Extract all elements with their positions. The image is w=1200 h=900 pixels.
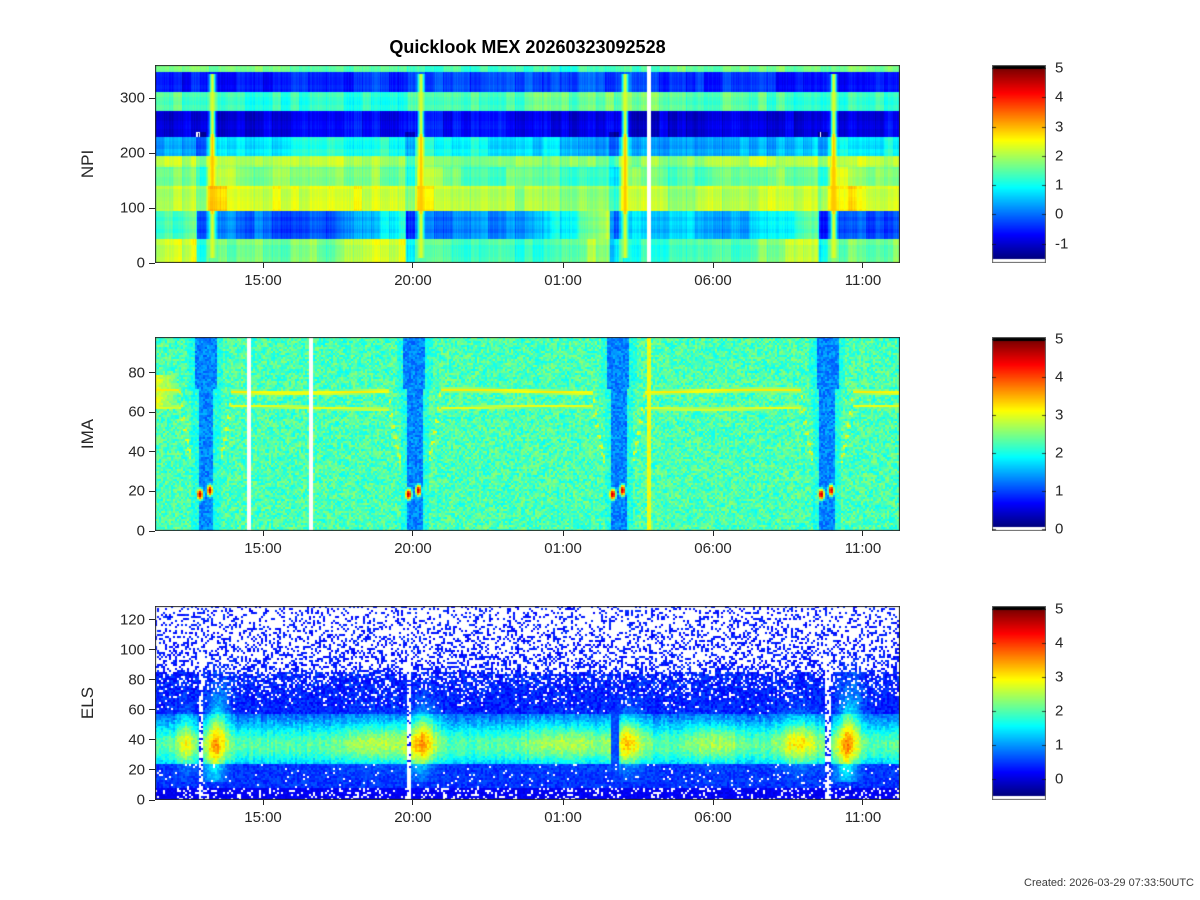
created-timestamp: Created: 2026-03-29 07:33:50UTC — [1024, 877, 1194, 889]
x-tick-mark — [862, 800, 864, 805]
ima-colorbar — [992, 337, 1046, 531]
x-tick-mark — [262, 263, 264, 268]
npi-colorbar-tick-label: 3 — [1055, 118, 1064, 135]
els-ytick-label: 40 — [128, 731, 145, 749]
y-tick-mark — [149, 530, 155, 532]
y-tick-mark — [149, 411, 155, 413]
x-tick-mark — [862, 531, 864, 536]
els-colorbar-tick-label: 2 — [1055, 702, 1064, 720]
npi-ytick-label: 100 — [119, 199, 145, 217]
npi-xtick-label: 06:00 — [694, 272, 732, 289]
npi-colorbar — [992, 65, 1046, 263]
y-tick-mark — [149, 207, 155, 209]
ima-ytick-label: 0 — [136, 522, 145, 540]
ima-xtick-label: 15:00 — [244, 540, 282, 557]
npi-colorbar-tick-label: 0 — [1055, 205, 1064, 223]
els-xtick-label: 01:00 — [544, 809, 582, 826]
ima-spectrogram — [155, 337, 900, 531]
npi-xtick-label: 01:00 — [544, 272, 582, 289]
els-ytick-label: 120 — [119, 611, 145, 629]
npi-xtick-label: 15:00 — [244, 272, 282, 289]
x-tick-mark — [712, 263, 714, 268]
els-colorbar-tick-label: 3 — [1055, 668, 1064, 686]
ima-colorbar-tick-label: 4 — [1055, 368, 1064, 386]
npi-ytick-label: 300 — [119, 89, 145, 107]
ima-xtick-label: 06:00 — [694, 540, 732, 557]
els-colorbar-tick-label: 4 — [1055, 634, 1064, 652]
y-tick-mark — [149, 709, 155, 711]
x-tick-mark — [712, 531, 714, 536]
x-tick-mark — [562, 531, 564, 536]
ima-colorbar-tick-label: 2 — [1055, 444, 1064, 462]
npi-colorbar-tick-label: 2 — [1055, 147, 1064, 165]
els-ytick-label: 100 — [119, 641, 145, 659]
y-tick-mark — [149, 679, 155, 681]
figure-title: Quicklook MEX 20260323092528 — [389, 37, 666, 57]
y-tick-mark — [149, 769, 155, 771]
els-colorbar-tick-label: 1 — [1055, 736, 1064, 754]
els-ytick-label: 20 — [128, 761, 145, 779]
npi-ytick-label: 0 — [136, 254, 145, 272]
y-tick-mark — [149, 739, 155, 741]
x-tick-mark — [712, 800, 714, 805]
npi-spectrogram — [155, 65, 900, 263]
els-colorbar — [992, 606, 1046, 800]
x-tick-mark — [862, 263, 864, 268]
x-tick-mark — [562, 263, 564, 268]
x-tick-mark — [412, 263, 414, 268]
els-xtick-label: 06:00 — [694, 809, 732, 826]
ima-ytick-label: 40 — [128, 443, 145, 461]
y-tick-mark — [149, 451, 155, 453]
ima-colorbar-tick-label: 0 — [1055, 520, 1064, 538]
els-ytick-label: 0 — [136, 791, 145, 809]
npi-colorbar-tick-label: 1 — [1055, 176, 1064, 194]
npi-colorbar-tick-label: 4 — [1055, 88, 1064, 106]
els-spectrogram — [155, 606, 900, 800]
ima-colorbar-tick-label: 5 — [1055, 330, 1064, 348]
y-tick-mark — [149, 97, 155, 99]
ima-colorbar-tick-label: 1 — [1055, 482, 1064, 500]
y-tick-mark — [149, 619, 155, 621]
els-xtick-label: 11:00 — [844, 809, 882, 826]
x-tick-mark — [412, 531, 414, 536]
els-xtick-label: 15:00 — [244, 809, 282, 826]
ima-xtick-label: 01:00 — [544, 540, 582, 557]
ima-xtick-label: 20:00 — [394, 540, 432, 557]
els-ytick-label: 60 — [128, 701, 145, 719]
npi-xtick-label: 20:00 — [394, 272, 432, 289]
x-tick-mark — [562, 800, 564, 805]
y-tick-mark — [149, 799, 155, 801]
els-xtick-label: 20:00 — [394, 809, 432, 826]
y-tick-mark — [149, 649, 155, 651]
ima-xtick-label: 11:00 — [844, 540, 882, 557]
y-tick-mark — [149, 490, 155, 492]
npi-colorbar-tick-label: -1 — [1055, 235, 1069, 253]
ima-ytick-label: 20 — [128, 482, 145, 500]
y-tick-mark — [149, 372, 155, 374]
x-tick-mark — [262, 531, 264, 536]
ima-ytick-label: 80 — [128, 364, 145, 382]
npi-xtick-label: 11:00 — [844, 272, 882, 289]
x-tick-mark — [262, 800, 264, 805]
npi-colorbar-tick-label: 5 — [1055, 59, 1064, 77]
ima-colorbar-tick-label: 3 — [1055, 406, 1064, 424]
els-ytick-label: 80 — [128, 671, 145, 689]
y-tick-mark — [149, 262, 155, 264]
npi-ytick-label: 200 — [119, 144, 145, 162]
ima-ytick-label: 60 — [128, 403, 145, 421]
x-tick-mark — [412, 800, 414, 805]
els-colorbar-tick-label: 5 — [1055, 600, 1064, 618]
y-tick-mark — [149, 152, 155, 154]
els-colorbar-tick-label: 0 — [1055, 770, 1064, 788]
